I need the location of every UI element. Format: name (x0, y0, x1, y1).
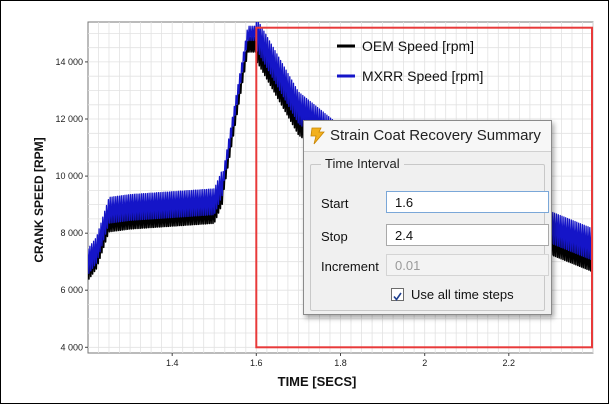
start-label: Start (321, 196, 349, 211)
stop-label: Stop (321, 229, 348, 244)
increment-label: Increment (321, 259, 379, 274)
time-interval-group-title: Time Interval (321, 156, 404, 171)
dialog-titlebar[interactable]: Strain Coat Recovery Summary (304, 121, 551, 152)
x-tick-labels: 1.4 1.6 1.8 2 2.2 (166, 353, 515, 368)
y-tick-labels: 4 000 6 000 8 000 10 000 12 000 14 000 (55, 57, 88, 352)
y-tick-label: 4 000 (60, 342, 83, 352)
legend: OEM Speed [rpm] MXRR Speed [rpm] (337, 38, 483, 84)
checkmark-icon (393, 292, 402, 301)
start-input[interactable]: 1.6 (386, 191, 549, 213)
x-axis-title: TIME [SECS] (278, 374, 357, 389)
dialog-title: Strain Coat Recovery Summary (330, 127, 541, 144)
x-tick-label: 1.4 (166, 358, 179, 368)
app-icon (310, 127, 325, 145)
strain-coat-recovery-dialog: Strain Coat Recovery Summary Time Interv… (303, 120, 552, 315)
increment-input: 0.01 (386, 254, 549, 276)
use-all-time-steps-checkbox[interactable] (391, 288, 404, 301)
y-tick-label: 8 000 (60, 228, 83, 238)
time-interval-group: Time Interval (310, 156, 545, 311)
x-tick-label: 2 (422, 358, 427, 368)
use-all-time-steps-label: Use all time steps (411, 287, 514, 302)
y-tick-label: 14 000 (55, 57, 83, 67)
legend-label-oem: OEM Speed [rpm] (362, 38, 474, 54)
y-tick-label: 12 000 (55, 114, 83, 124)
y-tick-label: 6 000 (60, 285, 83, 295)
x-tick-label: 1.8 (334, 358, 347, 368)
legend-label-mxrr: MXRR Speed [rpm] (362, 68, 483, 84)
x-tick-label: 2.2 (503, 358, 516, 368)
y-axis-title: CRANK SPEED [RPM] (32, 137, 46, 262)
annotation-layer (255, 26, 593, 349)
y-tick-label: 10 000 (55, 171, 83, 181)
x-tick-label: 1.6 (250, 358, 263, 368)
selection-rectangle (255, 26, 593, 349)
stop-input[interactable]: 2.4 (386, 224, 549, 246)
